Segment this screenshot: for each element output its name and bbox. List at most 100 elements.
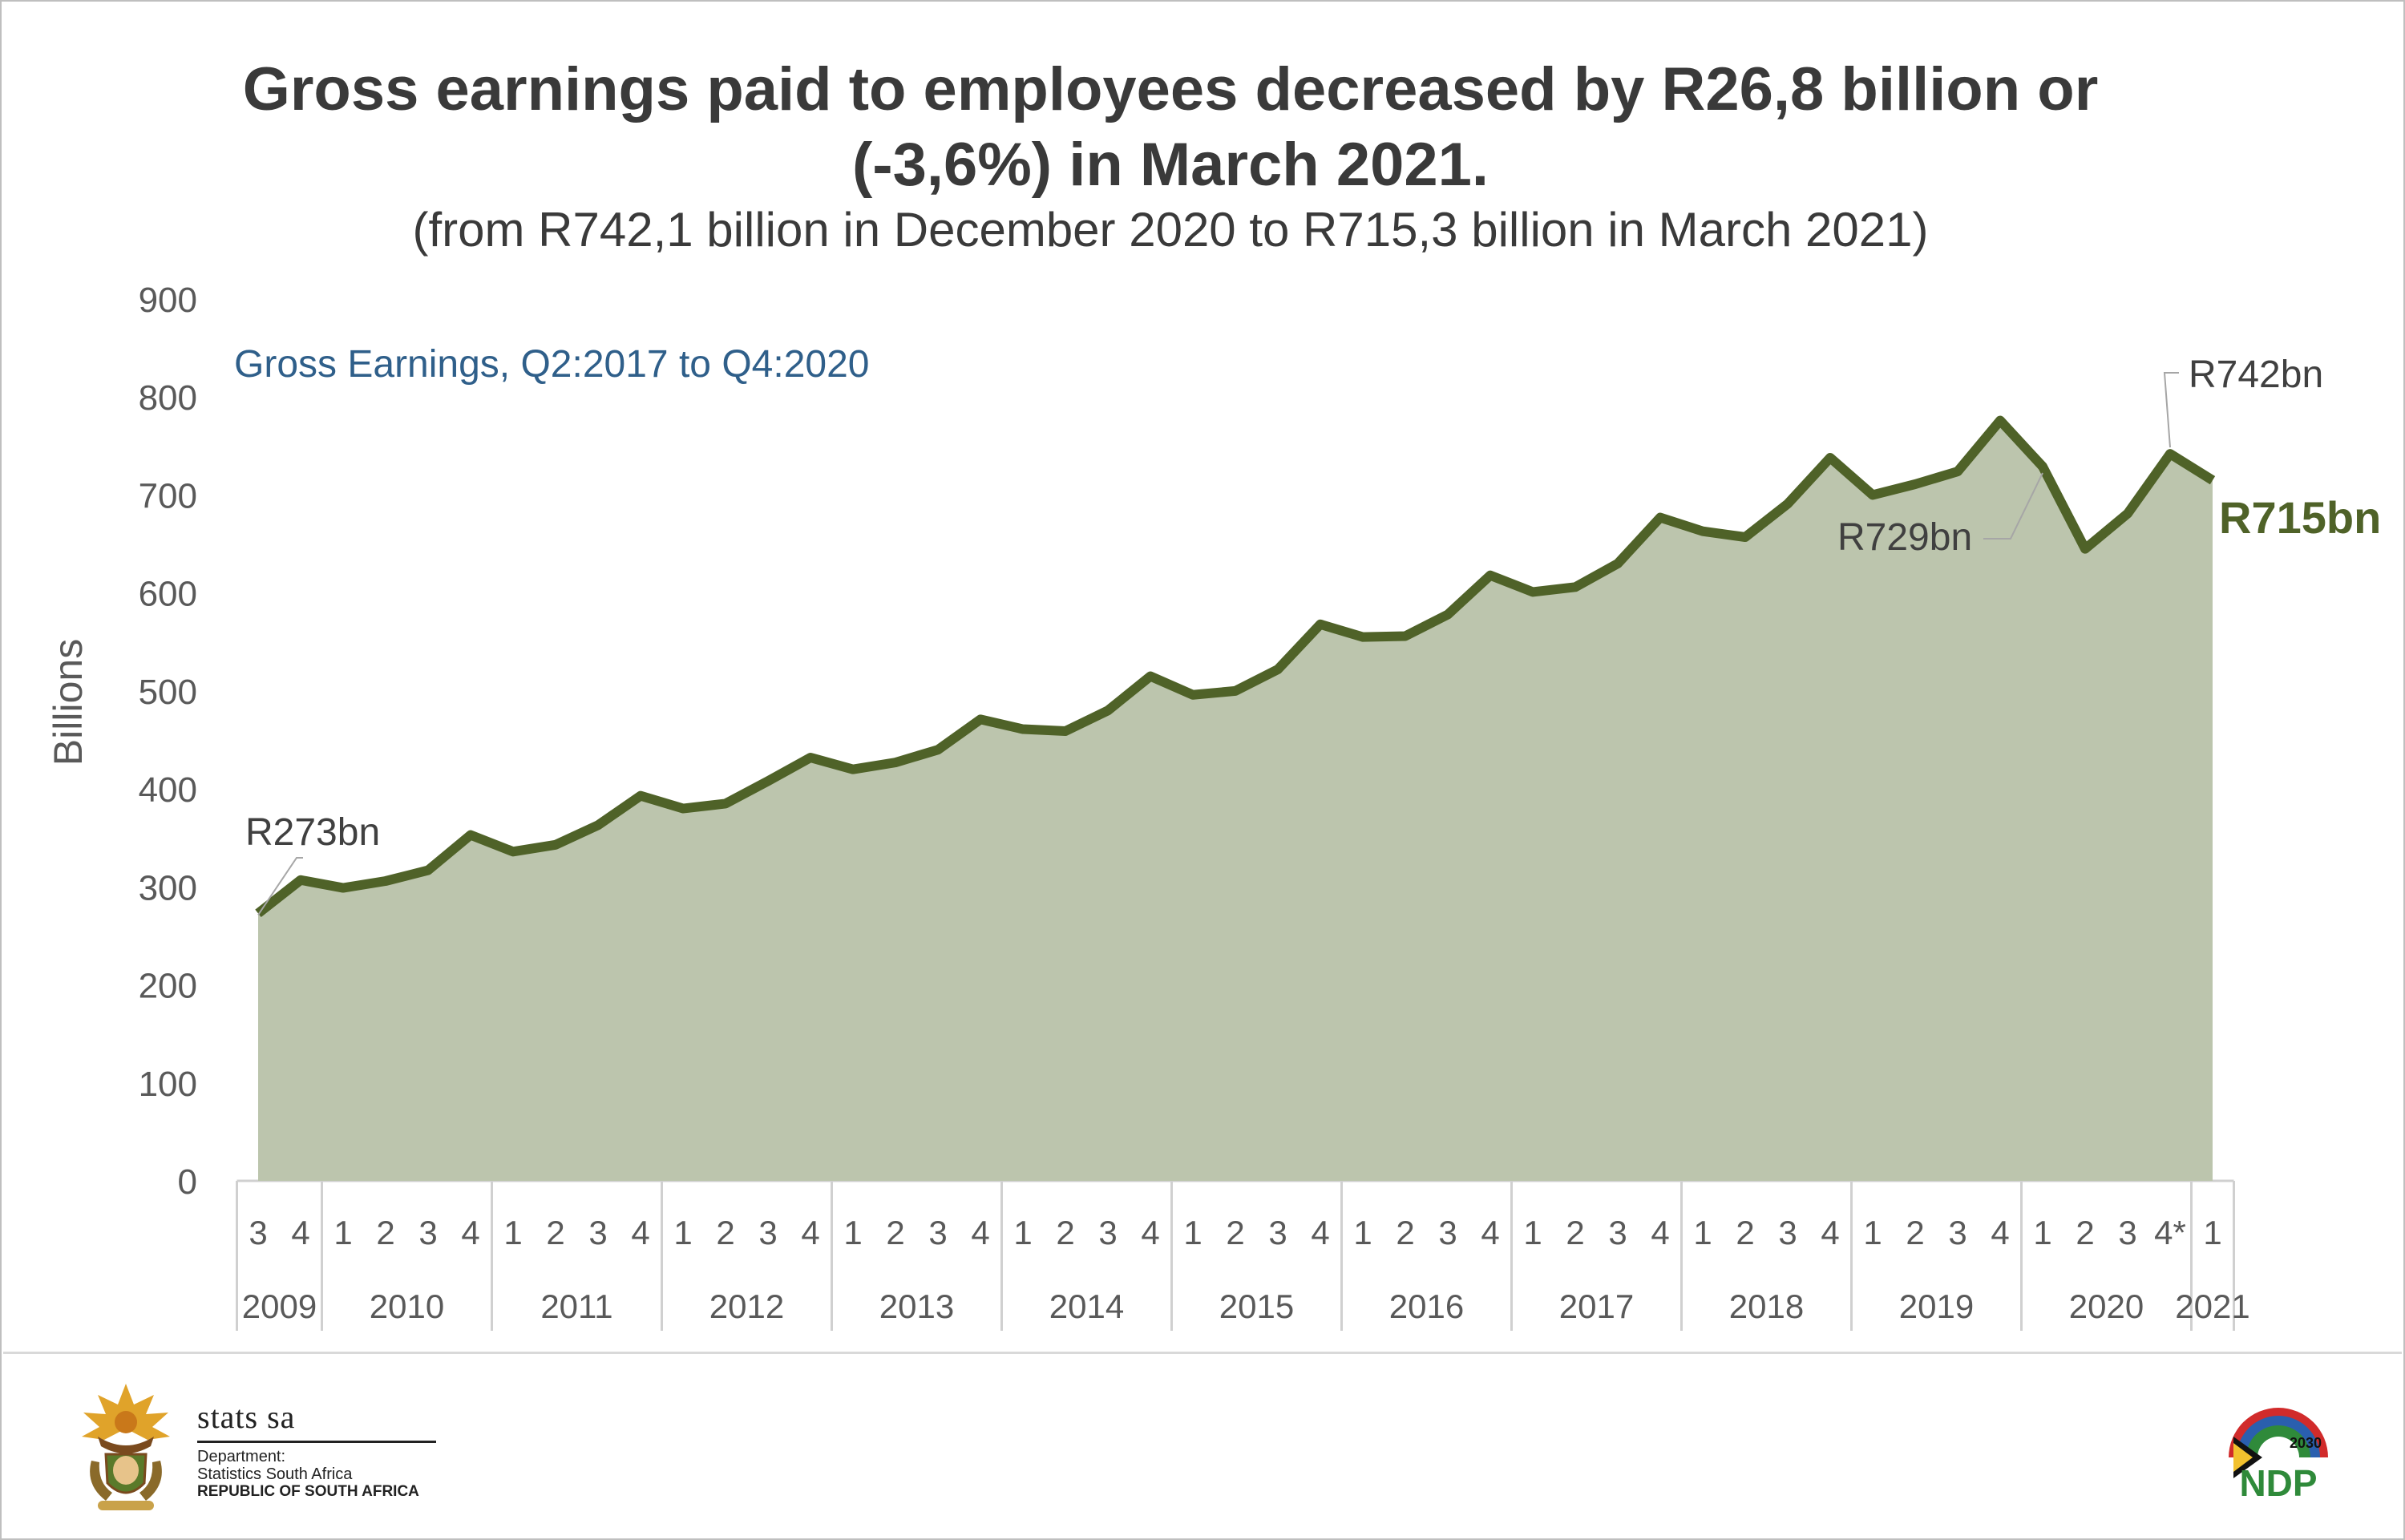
- x-tick-quarter: 4: [461, 1214, 479, 1251]
- x-tick-year: 2011: [540, 1287, 612, 1325]
- coat-of-arms-logo: [82, 1384, 170, 1510]
- footer-divider: [3, 1352, 2402, 1354]
- y-tick-label: 100: [139, 1065, 197, 1104]
- x-tick-quarter: 1: [2033, 1214, 2051, 1251]
- x-tick-year: 2014: [1049, 1287, 1124, 1325]
- x-tick-quarter: 3: [249, 1214, 267, 1251]
- x-tick-quarter: 3: [1268, 1214, 1287, 1251]
- x-tick-quarter: 4*: [2154, 1214, 2186, 1251]
- x-tick-quarter: 2: [716, 1214, 734, 1251]
- area-series: [255, 415, 2216, 1181]
- x-tick-quarter: 3: [928, 1214, 947, 1251]
- y-tick-label: 0: [178, 1162, 197, 1202]
- x-tick-quarter: 2: [1056, 1214, 1074, 1251]
- x-tick-quarter: 4: [971, 1214, 989, 1251]
- x-tick-quarter: 1: [1013, 1214, 1032, 1251]
- dept-line-2: Statistics South Africa: [197, 1465, 353, 1483]
- y-tick-label: 500: [139, 673, 197, 712]
- x-tick-quarter: 3: [1778, 1214, 1797, 1251]
- y-axis-label: Billions: [46, 639, 91, 766]
- x-tick-quarter: 1: [1183, 1214, 1202, 1251]
- x-tick-quarter: 3: [2118, 1214, 2136, 1251]
- x-tick-quarter: 1: [2203, 1214, 2221, 1251]
- x-tick-year: 2010: [370, 1287, 444, 1325]
- leader-line: [1983, 472, 2043, 540]
- x-tick-quarter: 2: [1396, 1214, 1414, 1251]
- x-tick-year: 2009: [242, 1287, 317, 1325]
- x-tick-year: 2019: [1899, 1287, 1974, 1325]
- x-tick-quarter: 1: [503, 1214, 522, 1251]
- x-tick-quarter: 2: [1566, 1214, 1584, 1251]
- x-tick-year: 2020: [2069, 1287, 2144, 1325]
- x-tick-quarter: 4: [291, 1214, 309, 1251]
- x-tick-quarter: 3: [588, 1214, 607, 1251]
- x-tick-quarter: 3: [1608, 1214, 1627, 1251]
- x-tick-quarter: 4: [1311, 1214, 1329, 1251]
- ndp-2030-logo: 2030 NDP: [2229, 1408, 2328, 1504]
- x-tick-quarter: 4: [1481, 1214, 1499, 1251]
- annotations: R273bn R729bn R742bn R715bn: [245, 354, 2381, 916]
- x-tick-quarter: 2: [1226, 1214, 1244, 1251]
- x-tick-quarter: 1: [673, 1214, 692, 1251]
- x-tick-year: 2021: [2175, 1287, 2249, 1325]
- ndp-text: NDP: [2239, 1462, 2317, 1504]
- chart-title-line-2: (-3,6%) in March 2021.: [851, 131, 1489, 199]
- x-tick-quarter: 1: [843, 1214, 862, 1251]
- x-tick-quarter: 3: [418, 1214, 437, 1251]
- x-tick-quarter: 3: [758, 1214, 777, 1251]
- x-tick-quarter: 4: [631, 1214, 649, 1251]
- brand-underline: [197, 1441, 436, 1443]
- y-tick-label: 700: [139, 476, 197, 515]
- x-tick-quarter: 4: [1991, 1214, 2009, 1251]
- x-tick-quarter: 3: [1098, 1214, 1117, 1251]
- annotation-latest: R715bn: [2219, 492, 2381, 543]
- x-tick-year: 2015: [1219, 1287, 1294, 1325]
- x-tick-quarter: 2: [1736, 1214, 1754, 1251]
- x-tick-quarter: 1: [1863, 1214, 1882, 1251]
- y-tick-label: 400: [139, 770, 197, 810]
- annotation-start: R273bn: [245, 811, 380, 854]
- x-tick-quarter: 4: [1651, 1214, 1669, 1251]
- y-tick-label: 600: [139, 575, 197, 614]
- annotation-q1-2020: R729bn: [1837, 516, 1972, 559]
- leader-line: [2163, 372, 2179, 448]
- y-tick-label: 200: [139, 967, 197, 1006]
- chart-subtitle: (from R742,1 billion in December 2020 to…: [412, 203, 1929, 257]
- x-tick-quarter: 2: [546, 1214, 564, 1251]
- x-tick-quarter: 4: [1141, 1214, 1159, 1251]
- x-tick-year: 2013: [879, 1287, 954, 1325]
- y-tick-label: 900: [139, 281, 197, 320]
- x-tick-quarter: 4: [801, 1214, 819, 1251]
- x-tick-year: 2016: [1389, 1287, 1464, 1325]
- y-tick-label: 300: [139, 868, 197, 907]
- dept-line-1: Department:: [197, 1448, 286, 1465]
- x-tick-quarter: 3: [1948, 1214, 1966, 1251]
- chart-title-line-1: Gross earnings paid to employees decreas…: [242, 55, 2099, 123]
- stats-sa-brand: stats sa: [197, 1399, 296, 1435]
- x-tick-quarter: 2: [886, 1214, 904, 1251]
- y-tick-label: 800: [139, 378, 197, 418]
- annotation-q4-2020: R742bn: [2189, 354, 2323, 396]
- inset-label: Gross Earnings, Q2:2017 to Q4:2020: [234, 343, 869, 386]
- x-tick-quarter: 3: [1438, 1214, 1457, 1251]
- x-tick-year: 2017: [1559, 1287, 1634, 1325]
- x-tick-quarter: 4: [1821, 1214, 1839, 1251]
- x-tick-quarter: 1: [333, 1214, 352, 1251]
- area-fill: [258, 420, 2213, 1181]
- earnings-line: [255, 415, 2216, 918]
- dept-line-3: REPUBLIC OF SOUTH AFRICA: [197, 1483, 419, 1500]
- x-tick-quarter: 2: [1906, 1214, 1924, 1251]
- x-tick-year: 2012: [709, 1287, 784, 1325]
- x-tick-quarter: 1: [1523, 1214, 1542, 1251]
- x-tick-quarter: 1: [1353, 1214, 1372, 1251]
- x-tick-quarter: 2: [376, 1214, 394, 1251]
- x-tick-quarter: 1: [1693, 1214, 1712, 1251]
- x-tick-quarter: 2: [2076, 1214, 2094, 1251]
- ndp-year: 2030: [2290, 1435, 2322, 1451]
- y-axis-ticks: 0 100 200 300 400 500 600 700 800 900: [139, 281, 197, 1202]
- x-tick-year: 2018: [1729, 1287, 1804, 1325]
- leader-line: [257, 857, 303, 916]
